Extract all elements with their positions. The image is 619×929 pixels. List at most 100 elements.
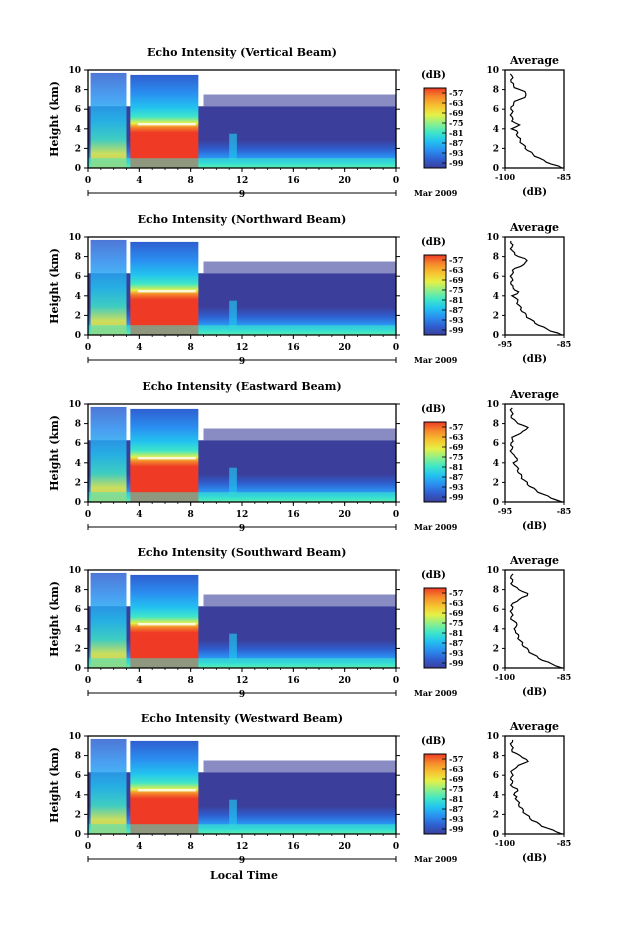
panel-title: Echo Intensity (Eastward Beam) xyxy=(142,380,341,393)
colorbar-tick-label: -57 xyxy=(449,422,463,432)
y-tick-label: 6 xyxy=(75,272,81,282)
colorbar-tick-label: -69 xyxy=(449,108,464,118)
average-y-tick-label: 4 xyxy=(493,292,499,302)
heatmap xyxy=(88,736,396,834)
panel-title: Echo Intensity (Northward Beam) xyxy=(138,213,347,226)
colorbar-tick-label: -99 xyxy=(449,325,464,335)
average-y-tick-label: 0 xyxy=(493,498,499,508)
heatmap xyxy=(88,570,396,668)
colorbar: (dB)-57-63-69-75-81-87-93-99 xyxy=(421,237,464,336)
x-tick-label: 0 xyxy=(85,510,91,520)
colorbar-tick-label: -87 xyxy=(449,138,463,148)
y-tick-label: 2 xyxy=(75,644,81,654)
date-tick-label: 9 xyxy=(239,856,245,866)
colorbar-tick-label: -81 xyxy=(449,462,463,472)
average-profile: Average 0 2 4 6 8 10 -100 -85 (dB) xyxy=(486,554,571,698)
x-tick-label: 0 xyxy=(85,176,91,186)
colorbar-tick-label: -69 xyxy=(449,774,464,784)
y-tick-label: 2 xyxy=(75,810,81,820)
colorbar: (dB)-57-63-69-75-81-87-93-99 xyxy=(421,570,464,669)
date-label: Mar 2009 xyxy=(414,188,458,198)
panel-1: Echo Intensity (Vertical Beam) 0 2 4 6 8 10 Hei… xyxy=(48,46,571,200)
x-tick-label: 4 xyxy=(136,176,142,186)
average-y-tick-label: 8 xyxy=(493,586,499,596)
colorbar-tick-label: -93 xyxy=(449,648,464,658)
date-tick-label: 9 xyxy=(239,524,245,534)
average-profile-line xyxy=(509,240,563,336)
x-tick-label: 4 xyxy=(136,842,142,852)
x-axis-label: Local Time xyxy=(210,869,278,882)
average-title: Average xyxy=(509,54,559,67)
average-title: Average xyxy=(509,388,559,401)
colorbar-tick-label: -63 xyxy=(449,98,464,108)
x-tick-label: 12 xyxy=(236,510,249,520)
date-label: Mar 2009 xyxy=(414,688,458,698)
colorbar-unit: (dB) xyxy=(421,404,446,415)
average-x-tick-label: -100 xyxy=(495,838,515,848)
average-y-tick-label: 4 xyxy=(493,125,499,135)
y-tick-label: 8 xyxy=(75,752,81,762)
average-profile-line xyxy=(509,73,563,169)
x-tick-label: 0 xyxy=(393,176,399,186)
average-y-tick-label: 0 xyxy=(493,164,499,174)
average-y-tick-label: 10 xyxy=(486,400,499,410)
colorbar: (dB)-57-63-69-75-81-87-93-99 xyxy=(421,736,464,835)
average-y-tick-label: 0 xyxy=(493,664,499,674)
average-y-tick-label: 4 xyxy=(493,791,499,801)
y-tick-label: 0 xyxy=(75,664,81,674)
x-tick-label: 4 xyxy=(136,343,142,353)
x-tick-label: 0 xyxy=(85,343,91,353)
colorbar-tick-label: -57 xyxy=(449,255,463,265)
x-tick-label: 0 xyxy=(85,676,91,686)
average-y-tick-label: 8 xyxy=(493,752,499,762)
y-tick-label: 8 xyxy=(75,86,81,96)
average-y-tick-label: 10 xyxy=(486,566,499,576)
x-tick-label: 12 xyxy=(236,343,249,353)
y-tick-label: 6 xyxy=(75,771,81,781)
average-x-tick-label: -100 xyxy=(495,672,515,682)
x-tick-label: 16 xyxy=(287,842,300,852)
y-tick-label: 8 xyxy=(75,253,81,263)
y-tick-label: 10 xyxy=(68,233,81,243)
panel-5: Echo Intensity (Westward Beam) 0 2 4 6 8 10 Hei… xyxy=(48,712,571,866)
y-tick-label: 6 xyxy=(75,105,81,115)
y-tick-label: 0 xyxy=(75,331,81,341)
average-x-tick-label: -85 xyxy=(557,339,571,349)
colorbar-tick-label: -75 xyxy=(449,618,463,628)
colorbar-tick-label: -99 xyxy=(449,158,464,168)
colorbar-tick-label: -99 xyxy=(449,824,464,834)
colorbar-tick-label: -75 xyxy=(449,784,463,794)
colorbar-tick-label: -87 xyxy=(449,472,463,482)
average-y-tick-label: 6 xyxy=(493,272,499,282)
y-tick-label: 6 xyxy=(75,439,81,449)
average-profile-line xyxy=(509,739,563,835)
date-label: Mar 2009 xyxy=(414,854,458,864)
y-tick-label: 4 xyxy=(75,125,81,135)
colorbar-tick-label: -57 xyxy=(449,88,463,98)
average-y-tick-label: 0 xyxy=(493,331,499,341)
colorbar-tick-label: -63 xyxy=(449,764,464,774)
average-x-tick-label: -85 xyxy=(557,506,571,516)
x-tick-label: 20 xyxy=(338,510,351,520)
y-axis-label: Height (km) xyxy=(48,248,61,324)
y-tick-label: 8 xyxy=(75,420,81,430)
average-y-tick-label: 2 xyxy=(493,144,499,154)
colorbar-tick-label: -87 xyxy=(449,305,463,315)
colorbar-tick-label: -63 xyxy=(449,265,464,275)
x-tick-label: 16 xyxy=(287,676,300,686)
panel-3: Echo Intensity (Eastward Beam) 0 2 4 6 8 10 Hei… xyxy=(48,380,571,534)
x-tick-label: 8 xyxy=(188,676,194,686)
colorbar-tick-label: -69 xyxy=(449,442,464,452)
colorbar-tick-label: -87 xyxy=(449,804,463,814)
x-tick-label: 16 xyxy=(287,510,300,520)
colorbar: (dB)-57-63-69-75-81-87-93-99 xyxy=(421,70,464,169)
colorbar: (dB)-57-63-69-75-81-87-93-99 xyxy=(421,404,464,503)
panel-title: Echo Intensity (Westward Beam) xyxy=(141,712,343,725)
colorbar-unit: (dB) xyxy=(421,237,446,248)
average-profile: Average 0 2 4 6 8 10 -95 -85 (dB) xyxy=(486,388,571,532)
average-profile-line xyxy=(509,407,563,503)
y-tick-label: 0 xyxy=(75,830,81,840)
x-tick-label: 8 xyxy=(188,842,194,852)
x-tick-label: 12 xyxy=(236,676,249,686)
